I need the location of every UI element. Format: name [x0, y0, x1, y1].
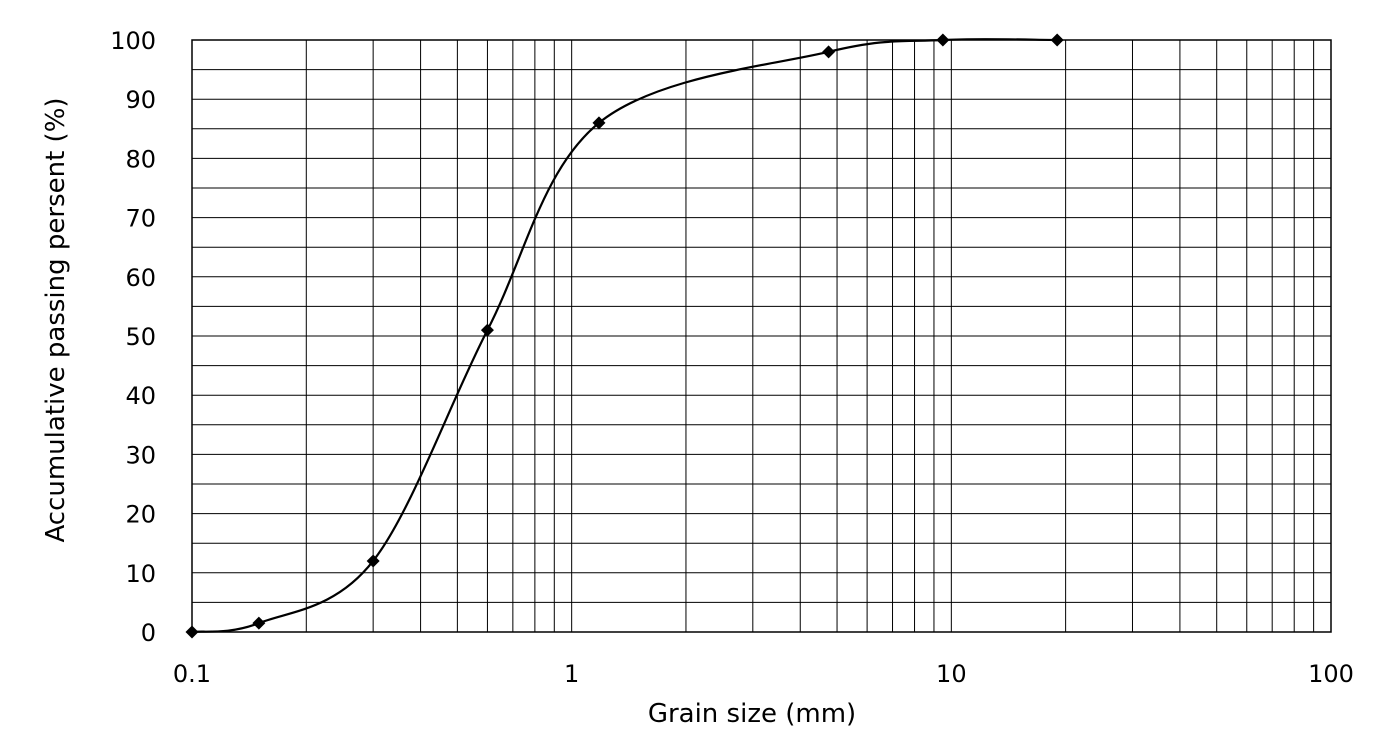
- y-tick-label: 90: [125, 86, 156, 114]
- data-point-marker: [1050, 33, 1064, 47]
- y-tick-label: 0: [141, 619, 156, 647]
- y-tick-label: 100: [110, 27, 156, 55]
- data-point-marker: [822, 45, 836, 59]
- y-tick-label: 30: [125, 441, 156, 469]
- data-point-marker: [936, 33, 950, 47]
- y-tick-label: 10: [125, 560, 156, 588]
- x-axis-title: Grain size (mm): [648, 699, 856, 729]
- plot-area: [191, 39, 1332, 633]
- grid: [191, 39, 1332, 633]
- y-tick-label: 70: [125, 205, 156, 233]
- x-tick-label: 10: [936, 660, 967, 688]
- y-tick-label: 40: [125, 382, 156, 410]
- y-axis-title: Accumulative passing persent (%): [41, 97, 71, 542]
- x-tick-label: 0.1: [173, 660, 211, 688]
- x-tick-labels: 0.1 1 10 100: [173, 660, 1354, 688]
- y-tick-labels: 0 10 20 30 40 50 60 70 80 90 100: [110, 27, 156, 647]
- y-tick-label: 80: [125, 145, 156, 173]
- y-tick-label: 60: [125, 264, 156, 292]
- data-point-marker: [252, 616, 266, 630]
- data-point-marker: [366, 554, 380, 568]
- x-tick-label: 1: [564, 660, 579, 688]
- y-tick-label: 50: [125, 323, 156, 351]
- data-points: [185, 33, 1064, 639]
- data-point-marker: [592, 116, 606, 130]
- x-tick-label: 100: [1308, 660, 1354, 688]
- series-line: [191, 38, 1058, 634]
- y-tick-label: 20: [125, 501, 156, 529]
- data-point-marker: [480, 323, 494, 337]
- data-point-marker: [185, 625, 199, 639]
